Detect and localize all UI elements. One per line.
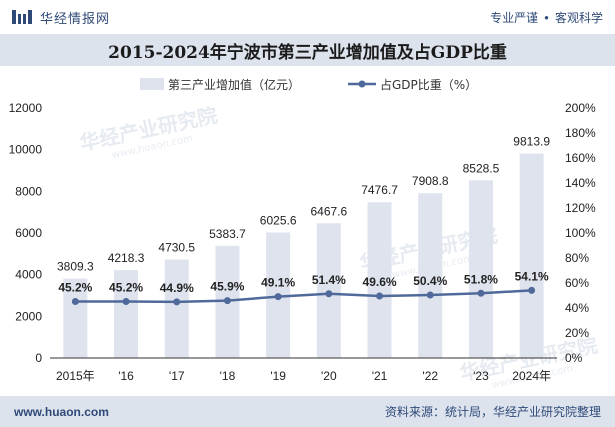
- top-bar: 华经情报网 专业严谨 ● 客观科学: [0, 0, 615, 34]
- y-right-tick-label: 20%: [565, 326, 589, 340]
- tagline-left: 专业严谨: [490, 10, 539, 25]
- y-left-tick-label: 4000: [15, 268, 42, 282]
- line-value-label-5: 51.4%: [312, 273, 346, 287]
- bar-value-label-4: 6025.6: [260, 213, 297, 227]
- footer-source: 资料来源：统计局，华经产业研究院整理: [384, 405, 601, 419]
- line-value-label-0: 45.2%: [58, 281, 92, 295]
- line-point-4: [274, 293, 282, 301]
- line-value-label-3: 45.9%: [210, 280, 244, 294]
- bar-value-label-1: 4218.3: [108, 251, 145, 265]
- legend-swatch-line-marker: [358, 80, 366, 88]
- legend-label-bar: 第三产业增加值（亿元）: [168, 77, 300, 92]
- bar-1: [114, 270, 139, 358]
- y-right-tick-label: 60%: [565, 276, 589, 290]
- y-left-tick-label: 8000: [15, 184, 42, 198]
- y-right-tick-label: 100%: [565, 226, 596, 240]
- bar-value-label-7: 7908.8: [412, 174, 449, 188]
- chart: 华经产业研究院www.huaon.com华经产业研究院www.huaon.com…: [9, 77, 600, 391]
- series-line-share: [75, 289, 532, 304]
- line-value-label-8: 51.8%: [464, 272, 498, 286]
- bar-2: [164, 259, 189, 358]
- x-tick-label-2: '17: [169, 369, 185, 383]
- y-left-tick-label: 2000: [15, 309, 42, 323]
- bar-0: [63, 278, 88, 358]
- x-tick-label-7: '22: [422, 369, 438, 383]
- bar-7: [418, 193, 443, 358]
- tagline: 专业严谨 ● 客观科学: [490, 9, 603, 26]
- x-tick-label-8: '23: [473, 369, 489, 383]
- bar-value-label-2: 4730.5: [158, 240, 195, 254]
- tagline-right: 客观科学: [554, 10, 603, 25]
- bar-8: [468, 180, 493, 358]
- y-right-tick-label: 0%: [565, 351, 583, 365]
- line-point-3: [223, 297, 231, 305]
- x-tick-label-6: '21: [372, 369, 388, 383]
- line-point-1: [122, 298, 130, 305]
- y-left-tick-label: 10000: [9, 143, 43, 157]
- line-value-label-1: 45.2%: [109, 281, 143, 295]
- y-left-tick-label: 12000: [9, 101, 43, 115]
- line-value-label-7: 50.4%: [413, 274, 447, 288]
- x-tick-label-0: 2015年: [56, 369, 95, 383]
- x-tick-label-4: '19: [270, 369, 286, 383]
- x-tick-label-3: '18: [220, 369, 236, 383]
- x-tick-label-5: '20: [321, 369, 337, 383]
- line-value-label-6: 49.6%: [363, 275, 397, 289]
- line-value-label-4: 49.1%: [261, 276, 295, 290]
- legend-swatch-bar: [140, 78, 164, 90]
- line-point-6: [376, 292, 384, 300]
- line-point-9: [528, 286, 536, 294]
- y-left-tick-label: 0: [35, 351, 42, 365]
- bar-value-label-3: 5383.7: [209, 227, 246, 241]
- line-value-label-2: 44.9%: [160, 281, 194, 295]
- footer-band: www.huaon.com 资料来源：统计局，华经产业研究院整理: [0, 396, 615, 427]
- bar-value-label-0: 3809.3: [57, 260, 94, 274]
- x-tick-label-9: 2024年: [512, 369, 551, 383]
- y-right-tick-label: 40%: [565, 301, 589, 315]
- title-band: 2015-2024年宁波市第三产业增加值及占GDP比重: [0, 34, 615, 66]
- line-point-2: [173, 298, 181, 306]
- line-point-5: [325, 290, 333, 298]
- y-right-tick-label: 200%: [565, 101, 596, 115]
- brand-name: 华经情报网: [40, 10, 111, 26]
- brand: 华经情报网: [12, 8, 110, 27]
- y-right-tick-label: 140%: [565, 176, 596, 190]
- bar-value-label-5: 6467.6: [310, 204, 347, 218]
- bar-value-label-8: 8528.5: [463, 161, 500, 175]
- brand-logo-icon: [12, 10, 32, 24]
- x-tick-label-1: '16: [118, 369, 134, 383]
- chart-title: 2015-2024年宁波市第三产业增加值及占GDP比重: [108, 42, 507, 63]
- y-left-tick-label: 6000: [15, 226, 42, 240]
- line-point-8: [477, 289, 485, 297]
- legend-label-line: 占GDP比重（%）: [380, 77, 477, 92]
- y-right-tick-label: 180%: [565, 126, 596, 140]
- bar-value-label-6: 7476.7: [361, 183, 398, 197]
- line-point-7: [426, 291, 434, 299]
- y-right-tick-label: 80%: [565, 251, 589, 265]
- bar-9: [519, 153, 544, 358]
- bar-value-label-9: 9813.9: [513, 135, 550, 149]
- line-point-0: [71, 298, 79, 305]
- footer-url: www.huaon.com: [14, 404, 109, 419]
- y-right-tick-label: 120%: [565, 201, 596, 215]
- tagline-dot-icon: ●: [544, 12, 549, 22]
- y-right-tick-label: 160%: [565, 151, 596, 165]
- bar-6: [367, 202, 392, 358]
- line-value-label-9: 54.1%: [515, 269, 549, 283]
